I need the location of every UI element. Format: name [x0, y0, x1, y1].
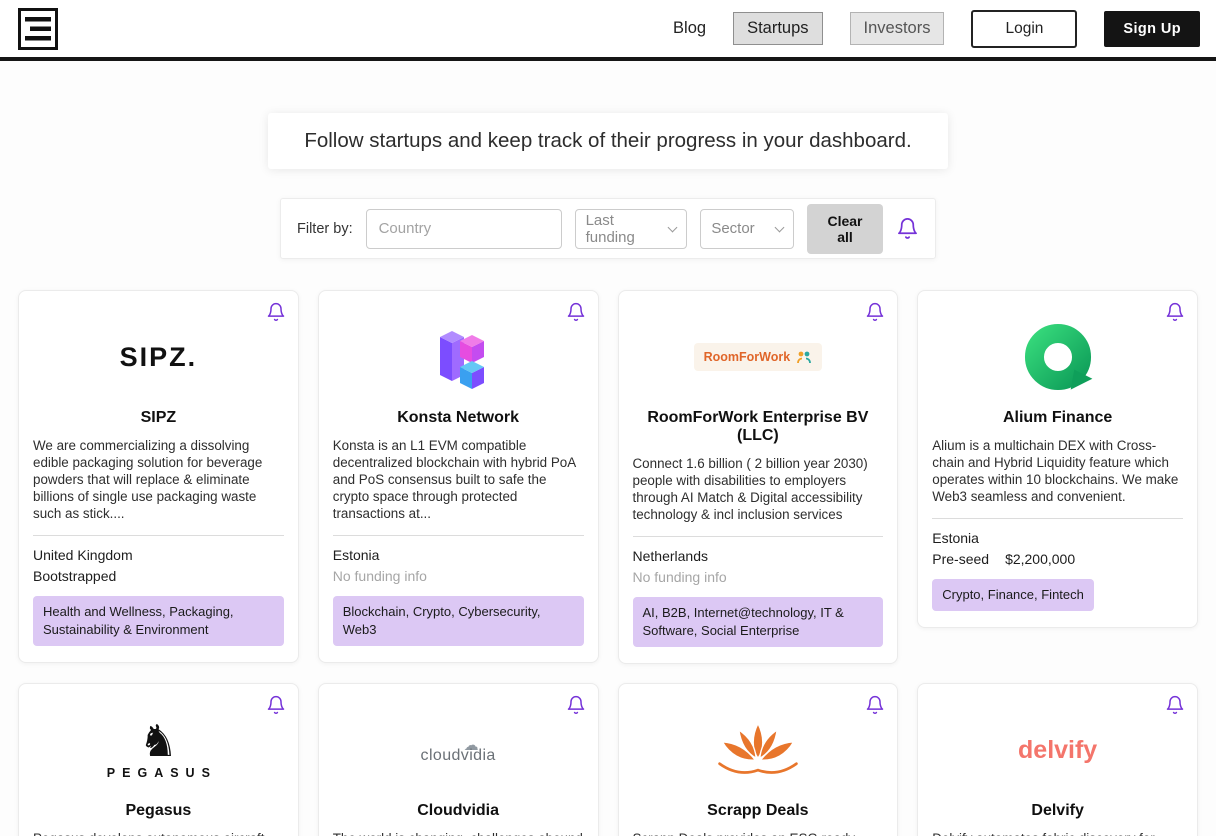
follow-bell-icon[interactable] — [865, 694, 885, 716]
follow-bell-icon[interactable] — [865, 301, 885, 323]
startup-card-pegasus[interactable]: ♞ PEGASUS Pegasus Pegasus develops auton… — [18, 683, 299, 836]
top-navbar: Blog Startups Investors Login Sign Up — [0, 0, 1216, 61]
lotus-flower-icon — [718, 722, 798, 775]
filter-by-label: Filter by: — [297, 220, 353, 237]
startup-card-sipz[interactable]: SIPZ. SIPZ We are commercializing a diss… — [18, 290, 299, 664]
last-funding-select[interactable]: Last funding — [574, 208, 688, 249]
startup-funding: Pre-seed $2,200,000 — [932, 551, 1183, 567]
alium-finance-logo — [932, 311, 1183, 403]
pegasus-horse-icon: ♞ — [138, 716, 179, 768]
follow-bell-icon[interactable] — [266, 694, 286, 716]
funding-amount: $2,200,000 — [1005, 551, 1076, 568]
startup-description: Scrapp Deals provides an ESG ready platf… — [633, 830, 884, 836]
funding-round: Pre-seed — [932, 551, 990, 568]
startup-name: Konsta Network — [397, 409, 520, 426]
startup-description: The world is changing, challenges abound… — [333, 830, 584, 836]
delvify-logo: delvify — [932, 704, 1183, 796]
chevron-down-icon — [667, 222, 678, 232]
startup-tags: Blockchain, Crypto, Cybersecurity, Web3 — [332, 596, 584, 647]
alium-ring-logo-icon — [1024, 323, 1093, 391]
startup-card-alium-finance[interactable]: Alium Finance Alium is a multichain DEX … — [917, 290, 1198, 629]
cloudvidia-logo: ☁ cloudvidia — [333, 704, 584, 796]
nav-blog-link[interactable]: Blog — [673, 19, 707, 37]
pegasus-logo: ♞ PEGASUS — [33, 704, 284, 796]
startup-name: Scrapp Deals — [707, 802, 809, 820]
roomforwork-logo: RoomForWork — [633, 311, 884, 403]
nav-investors-tab[interactable]: Investors — [849, 12, 945, 45]
startup-name: Cloudvidia — [417, 802, 500, 820]
startup-country: Estonia — [332, 547, 380, 564]
delvify-wordmark: delvify — [1018, 735, 1098, 764]
funding-round: No funding info — [332, 568, 427, 585]
startup-funding: Bootstrapped — [33, 568, 284, 584]
startup-name: RoomForWork Enterprise BV (LLC) — [647, 409, 869, 444]
roomforwork-wordmark: RoomForWork — [703, 350, 791, 364]
signup-button[interactable]: Sign Up — [1104, 10, 1200, 47]
startup-tags: Crypto, Finance, Fintech — [932, 579, 1094, 612]
country-filter-input[interactable] — [365, 208, 562, 249]
startup-tags: Health and Wellness, Packaging, Sustaina… — [33, 596, 284, 647]
login-button[interactable]: Login — [971, 9, 1078, 48]
hero-title: Follow startups and keep track of their … — [304, 129, 912, 152]
funding-round: No funding info — [632, 569, 727, 586]
startup-funding: No funding info — [333, 568, 584, 584]
hero-banner: Follow startups and keep track of their … — [268, 113, 948, 169]
pegasus-wordmark: PEGASUS — [106, 766, 217, 781]
startup-country: Netherlands — [632, 548, 709, 565]
startup-funding: No funding info — [633, 569, 884, 585]
follow-bell-icon[interactable] — [1165, 694, 1185, 716]
follow-bell-icon[interactable] — [266, 301, 286, 323]
clear-all-button[interactable]: Clear all — [806, 203, 883, 254]
startup-card-delvify[interactable]: delvify Delvify Delvify automates fabric… — [917, 683, 1198, 836]
scrapp-deals-logo — [633, 704, 884, 796]
startup-description: We are commercializing a dissolving edib… — [33, 437, 284, 537]
nav-menu: Blog Startups Investors Login Sign Up — [673, 9, 1200, 48]
cloudvidia-wordmark: cloudvidia — [420, 746, 496, 764]
konsta-cube-logo-icon — [440, 331, 485, 389]
startup-description: Konsta is an L1 EVM compatible decentral… — [332, 437, 584, 537]
cloud-icon: ☁ — [463, 735, 479, 754]
startup-description: Connect 1.6 billion ( 2 billion year 203… — [632, 455, 884, 538]
startup-card-roomforwork[interactable]: RoomForWork RoomForWork Enterprise BV (L… — [617, 290, 899, 665]
follow-bell-icon[interactable] — [566, 694, 586, 716]
startup-name: Alium Finance — [1002, 409, 1113, 426]
sipz-logo: SIPZ. — [119, 341, 198, 372]
startup-country: United Kingdom — [33, 547, 133, 564]
follow-bell-icon[interactable] — [1165, 301, 1185, 323]
nav-startups-tab[interactable]: Startups — [733, 12, 823, 45]
startup-card-konsta-network[interactable]: Konsta Network Konsta is an L1 EVM compa… — [317, 290, 599, 664]
filter-bar: Filter by: Last funding Sector Clear all — [280, 198, 936, 259]
startup-country: Estonia — [932, 530, 979, 547]
startup-description: Alium is a multichain DEX with Cross-cha… — [932, 437, 1183, 520]
startup-description: Delvify automates fabric discovery for q… — [932, 830, 1183, 836]
roomforwork-people-icon — [797, 351, 812, 364]
sector-select[interactable]: Sector — [700, 208, 794, 249]
konsta-network-logo — [333, 311, 584, 403]
startup-name: SIPZ — [140, 409, 177, 426]
sector-value: Sector — [711, 220, 755, 237]
startup-description: Pegasus develops autonomous aircraft and… — [33, 830, 284, 836]
startup-card-scrapp-deals[interactable]: Scrapp Deals Scrapp Deals provides an ES… — [617, 683, 899, 836]
site-logo-icon[interactable] — [18, 7, 58, 50]
notifications-bell-icon[interactable] — [896, 216, 919, 241]
follow-bell-icon[interactable] — [566, 301, 586, 323]
startup-tags: AI, B2B, Internet@technology, IT & Softw… — [632, 597, 884, 648]
last-funding-value: Last funding — [585, 211, 635, 246]
chevron-down-icon — [774, 222, 785, 232]
startup-name: Pegasus — [125, 802, 192, 820]
startup-name: Delvify — [1031, 802, 1084, 820]
startup-card-cloudvidia[interactable]: ☁ cloudvidia Cloudvidia The world is cha… — [317, 683, 599, 836]
startup-card-grid: SIPZ. SIPZ We are commercializing a diss… — [0, 290, 1216, 836]
funding-round: Bootstrapped — [33, 568, 117, 585]
